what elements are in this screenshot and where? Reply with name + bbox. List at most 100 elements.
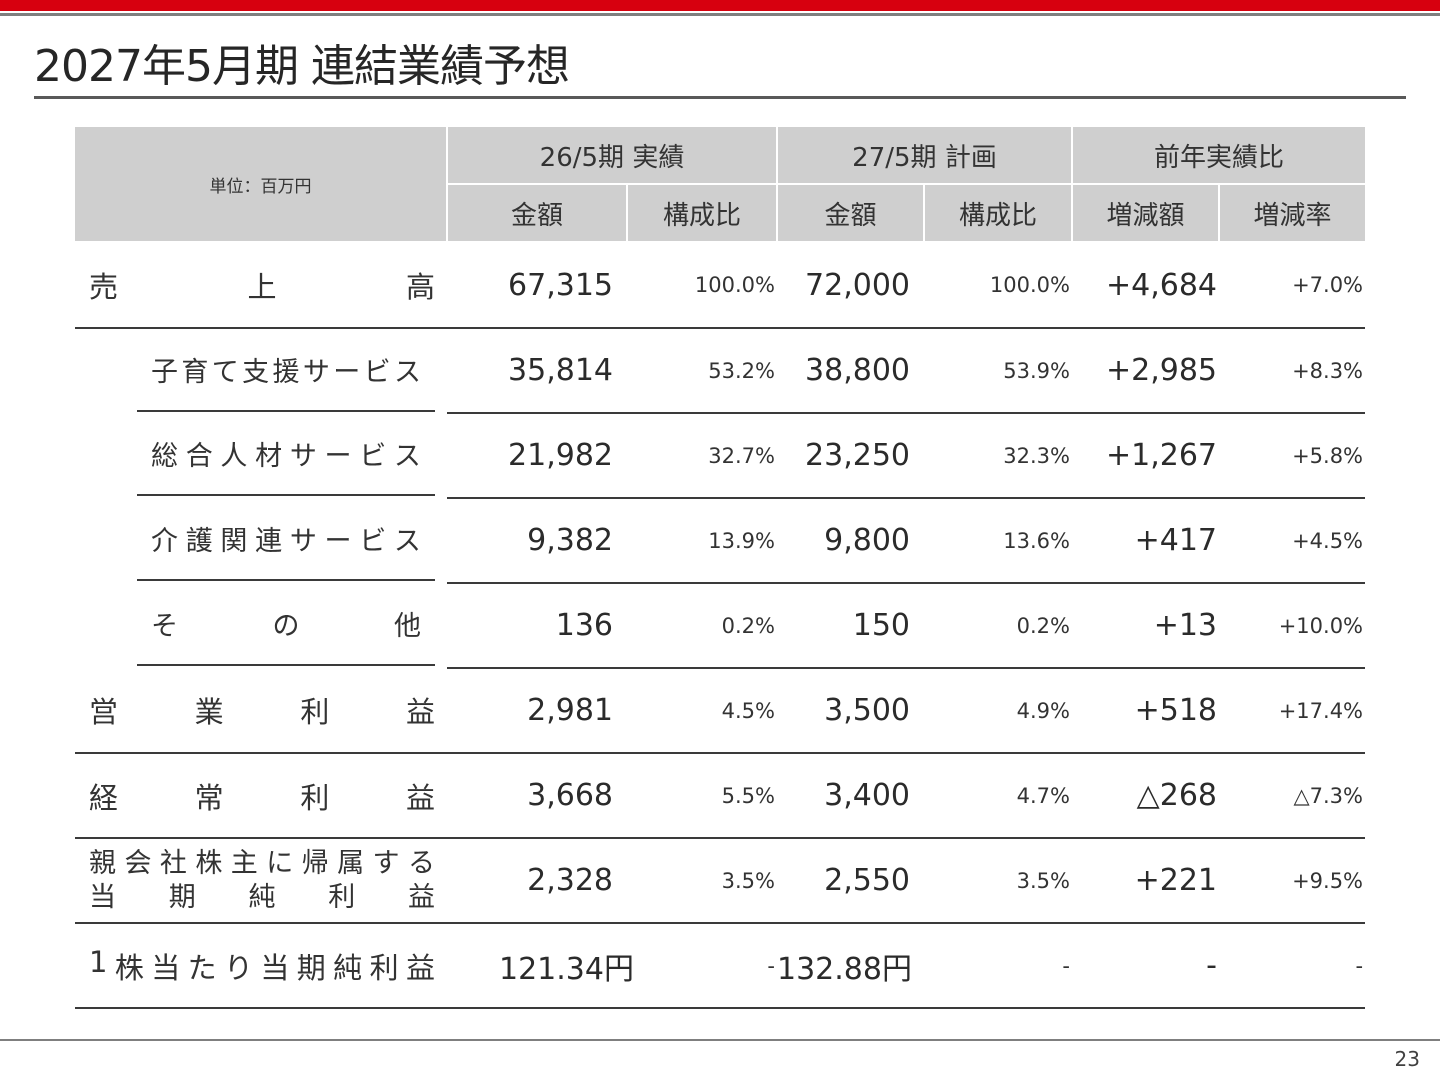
unit-label: 単位：百万円 <box>75 127 447 243</box>
change-rate: △7.3% <box>1219 753 1366 839</box>
subheader-ratio-2026: 構成比 <box>626 184 777 243</box>
label-char: 子 <box>151 357 178 388</box>
label-char: 当 <box>260 950 290 985</box>
label-char: 合 <box>185 441 213 472</box>
label-char: 総 <box>151 441 178 472</box>
label-char: 益 <box>405 695 435 729</box>
amount-2027: 23,250 <box>777 413 924 499</box>
row-label: 介護関連サービス <box>75 498 447 583</box>
label-char: ビ <box>359 526 387 557</box>
label-char: 介 <box>151 526 178 557</box>
label-char: ビ <box>359 441 387 472</box>
ratio-2027: 53.9% <box>924 328 1072 414</box>
ratio-2027: - <box>924 923 1072 1009</box>
title-underline <box>34 96 1406 99</box>
label-char: 期 <box>168 881 196 913</box>
header-divider <box>0 13 1440 16</box>
ratio-2026: 53.2% <box>627 328 777 414</box>
header-accent-bar <box>0 0 1440 11</box>
label-char: 1 <box>89 944 108 979</box>
label-char: 株 <box>114 950 144 985</box>
table-row-hr-services: 総合人材サービス 21,982 32.7% 23,250 32.3% +1,267 +5.8… <box>75 413 1366 499</box>
label-char: 常 <box>194 780 224 815</box>
row-label: 売上高 <box>75 242 447 329</box>
label-char: 連 <box>255 526 283 557</box>
label-char: 育 <box>181 357 209 388</box>
subheader-amount-2027: 金額 <box>776 184 924 243</box>
label-char: 利 <box>300 780 330 815</box>
table-row-other: その他 136 0.2% 150 0.2% +13 +10.0% <box>75 583 1366 669</box>
amount-2027: 9,800 <box>777 498 924 584</box>
row-label: 子育て支援サービス <box>75 328 447 413</box>
amount-2026: 3,668 <box>447 753 627 839</box>
label-char: 期 <box>296 950 326 985</box>
sub-header-row: 金額 構成比 金額 構成比 増減額 増減率 <box>75 184 1366 243</box>
group-header-row: 単位：百万円 26/5期 実績 27/5期 計画 前年実績比 <box>75 127 1366 243</box>
table-row-ordinary-profit: 経 常 利 益 3,668 5.5% 3,400 4.7% △268 △7.3% <box>75 753 1366 839</box>
ratio-2027: 100.0% <box>924 242 1072 329</box>
row-label: 経常利益 <box>75 753 447 839</box>
row-label-text: その他 <box>151 604 421 643</box>
table-row-nursing-services: 介護関連サービス 9,382 13.9% 9,800 13.6% +417 +4.5% <box>75 498 1366 584</box>
table-row-net-profit-parent: 親会社株主に帰属する当期純利益 2,328 3.5% 2,550 3.5% +221 +9.… <box>75 838 1366 924</box>
table-body: 売上高 67,315 100.0% 72,000 100.0% +4,684 +7.0% 子育… <box>75 242 1366 1009</box>
amount-2027: 132.88円 <box>777 923 924 1009</box>
label-char: 支 <box>242 357 270 388</box>
page-title: 2027年5月期 連結業績予想 <box>34 41 570 92</box>
header-plan-2027: 27/5期 計画 <box>776 127 1072 185</box>
change-amount: +417 <box>1072 498 1219 584</box>
amount-2026: 9,382 <box>447 498 627 584</box>
label-char: 純 <box>248 881 276 913</box>
label-char: 主 <box>230 847 258 879</box>
row-label-text: 売上高 <box>89 264 435 306</box>
label-char: ス <box>394 357 421 388</box>
ratio-2026: 3.5% <box>627 838 777 924</box>
label-char: ス <box>393 441 421 472</box>
change-amount: - <box>1072 923 1219 1009</box>
ratio-2026: 4.5% <box>627 668 777 754</box>
label-char: ー <box>324 441 352 472</box>
label-char: 材 <box>255 441 283 472</box>
label-char: り <box>224 950 254 985</box>
label-char: 援 <box>272 357 300 388</box>
ratio-2027: 4.7% <box>924 753 1072 839</box>
table-row-eps: 1 株当たり当期純利益 121.34円 -132.88円 - - - <box>75 923 1366 1009</box>
header-actual-2026: 26/5期 実績 <box>446 127 777 185</box>
change-amount: +13 <box>1072 583 1219 669</box>
label-char: 護 <box>185 526 213 557</box>
table-row-childcare-services: 子育て支援サービス 35,814 53.2% 38,800 53.9% +2,985 +8.… <box>75 328 1366 414</box>
ratio-2027: 13.6% <box>924 498 1072 584</box>
label-char: に <box>266 847 294 879</box>
label-char: の <box>272 611 300 642</box>
label-char: ビ <box>363 357 391 388</box>
label-char: る <box>407 847 435 879</box>
row-label-line1: 親会社株主に帰属する <box>89 847 435 881</box>
ratio-2026: 32.7% <box>627 413 777 499</box>
change-rate: +17.4% <box>1219 668 1366 754</box>
header-yoy: 前年実績比 <box>1070 127 1366 185</box>
label-char: 社 <box>159 847 187 879</box>
row-label: 親会社株主に帰属する当 期 純 利 益 <box>75 838 447 924</box>
table-row-revenue: 売上高 67,315 100.0% 72,000 100.0% +4,684 +7.0% <box>75 242 1366 329</box>
change-rate: +7.0% <box>1219 242 1366 329</box>
label-char: 親 <box>89 847 116 879</box>
label-char: 経 <box>89 780 119 815</box>
amount-2027: 3,400 <box>777 753 924 839</box>
amount-2026: 121.34円 <box>447 923 634 1009</box>
label-char: サ <box>289 526 317 557</box>
ratio-2027: 3.5% <box>924 838 1072 924</box>
table-row-operating-profit: 営 業 利 益 2,981 4.5% 3,500 4.9% +518 +17.4% <box>75 668 1366 754</box>
subheader-amount-2026: 金額 <box>446 184 627 243</box>
forecast-table: 単位：百万円 26/5期 実績 27/5期 計画 前年実績比 金額 構成比 金額… <box>75 127 1366 1009</box>
amount-2026: 2,981 <box>447 668 627 754</box>
change-rate: - <box>1219 923 1366 1009</box>
label-char: た <box>187 950 217 985</box>
amount-2026: 67,315 <box>447 242 627 329</box>
row-label: 営業利益 <box>75 668 447 754</box>
label-char: て <box>211 357 239 388</box>
subheader-change: 増減額 <box>1071 184 1219 243</box>
change-rate: +10.0% <box>1219 583 1366 669</box>
label-char: ス <box>393 526 421 557</box>
label-char: 当 <box>89 881 116 913</box>
change-rate: +5.8% <box>1219 413 1366 499</box>
